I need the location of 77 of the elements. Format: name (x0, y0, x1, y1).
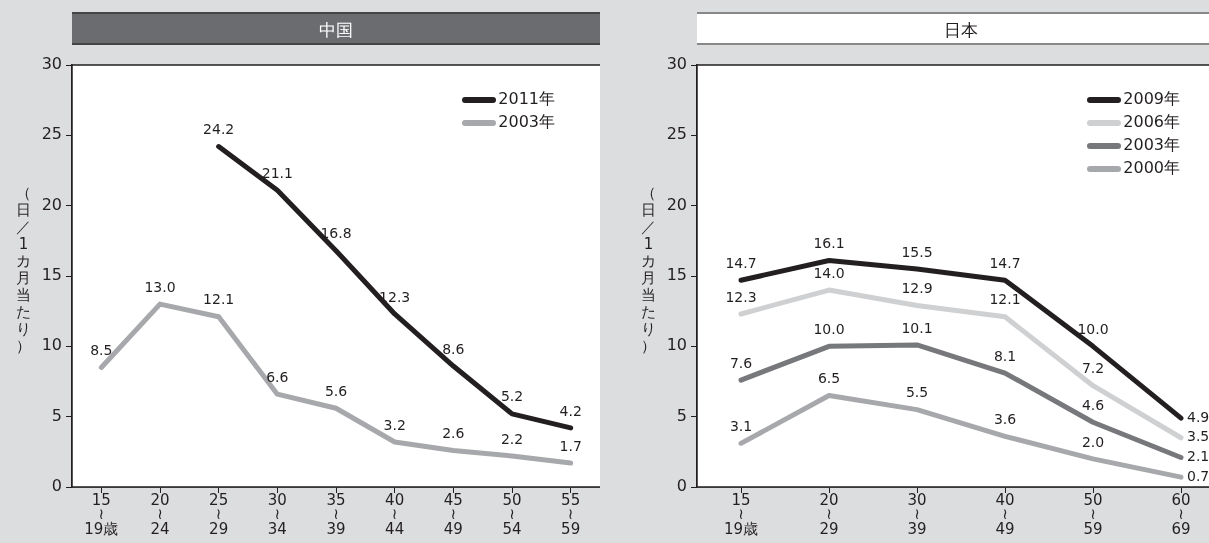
data-label: 0.7 (1187, 467, 1209, 484)
data-label: 7.6 (729, 354, 753, 371)
x-tick-label: 20 ≀ 29 (819, 491, 839, 538)
x-tick-label: 30 ≀ 39 (907, 491, 927, 538)
chart-title: 中国 (72, 12, 600, 45)
data-label: 5.2 (500, 388, 524, 405)
y-tick-label: 15 (666, 265, 687, 285)
y-tick-label: 0 (676, 476, 687, 496)
data-label: 8.6 (442, 340, 465, 357)
data-label: 21.1 (261, 164, 293, 181)
x-tick-label: 15 ≀ 19歳 (84, 491, 119, 538)
y-tick-label: 25 (666, 124, 687, 144)
x-tick-label: 30 ≀ 34 (267, 491, 287, 538)
data-label: 16.1 (813, 235, 845, 252)
y-tick-label: 20 (41, 194, 62, 214)
legend-label: 2009年 (1123, 89, 1180, 110)
x-tick-label: 40 ≀ 49 (995, 491, 1015, 538)
data-label: 14.7 (989, 254, 1021, 271)
x-tick-label: 40 ≀ 44 (385, 491, 405, 538)
y-tick-label: 10 (666, 335, 687, 355)
data-label: 4.6 (1081, 396, 1105, 413)
data-label: 14.0 (813, 264, 845, 281)
legend-label: 2003年 (1123, 135, 1180, 156)
data-label: 10.0 (813, 320, 845, 337)
data-label: 3.2 (383, 416, 406, 433)
y-tick-label: 5 (676, 405, 687, 425)
y-tick-label: 30 (666, 54, 687, 74)
data-label: 3.6 (993, 411, 1017, 427)
x-tick-label: 45 ≀ 49 (443, 491, 463, 538)
data-label: 1.7 (559, 437, 582, 454)
x-tick-label: 15 ≀ 19歳 (723, 491, 759, 538)
y-tick-label: 15 (41, 265, 62, 285)
legend-label: 2011年 (498, 89, 555, 110)
x-tick-label: 60 ≀ 69 (1171, 491, 1191, 538)
data-label: 10.0 (1077, 320, 1109, 337)
data-label: 2.1 (1187, 448, 1209, 465)
data-label: 14.7 (725, 254, 757, 271)
data-label: 5.5 (905, 384, 929, 401)
data-label: 12.3 (725, 288, 757, 305)
chart-title: 日本 (697, 12, 1209, 45)
y-tick-label: 20 (666, 194, 687, 214)
data-label: 6.5 (817, 370, 841, 387)
data-label: 2.0 (1081, 433, 1105, 450)
y-tick-label: 5 (51, 405, 62, 425)
data-label: 8.5 (90, 342, 113, 359)
y-tick-label: 25 (41, 124, 62, 144)
y-tick-label: 10 (41, 335, 62, 355)
y-tick-label: 30 (41, 54, 62, 74)
data-label: 7.2 (1081, 360, 1105, 377)
data-label: 4.2 (559, 402, 582, 419)
data-label: 15.5 (901, 243, 933, 260)
data-label: 8.1 (993, 347, 1017, 364)
x-tick-label: 20 ≀ 24 (150, 491, 170, 538)
x-tick-label: 55 ≀ 59 (561, 491, 581, 538)
legend-label: 2003年 (498, 112, 555, 133)
data-label: 12.9 (901, 280, 933, 297)
data-label: 10.1 (901, 319, 933, 336)
data-label: 3.1 (729, 418, 753, 435)
y-tick-label: 0 (51, 476, 62, 496)
legend-label: 2000年 (1123, 158, 1180, 179)
data-label: 2.2 (500, 430, 524, 447)
data-label: 24.2 (203, 121, 235, 138)
data-label: 4.9 (1187, 408, 1209, 425)
legend-label: 2006年 (1123, 112, 1180, 133)
text: （日／1カ月当たり） (641, 184, 656, 355)
data-label: 2.6 (442, 425, 465, 442)
data-label: 12.1 (203, 291, 235, 308)
x-tick-label: 50 ≀ 59 (1083, 491, 1103, 538)
x-tick-label: 25 ≀ 29 (209, 491, 229, 538)
data-label: 13.0 (144, 278, 176, 295)
data-label: 12.1 (989, 291, 1021, 308)
data-label: 3.5 (1187, 428, 1209, 445)
data-label: 6.6 (266, 368, 289, 385)
x-tick-label: 35 ≀ 39 (326, 491, 346, 538)
data-label: 5.6 (324, 382, 348, 399)
x-tick-label: 50 ≀ 54 (502, 491, 522, 538)
text: （日／1カ月当たり） (16, 184, 31, 355)
